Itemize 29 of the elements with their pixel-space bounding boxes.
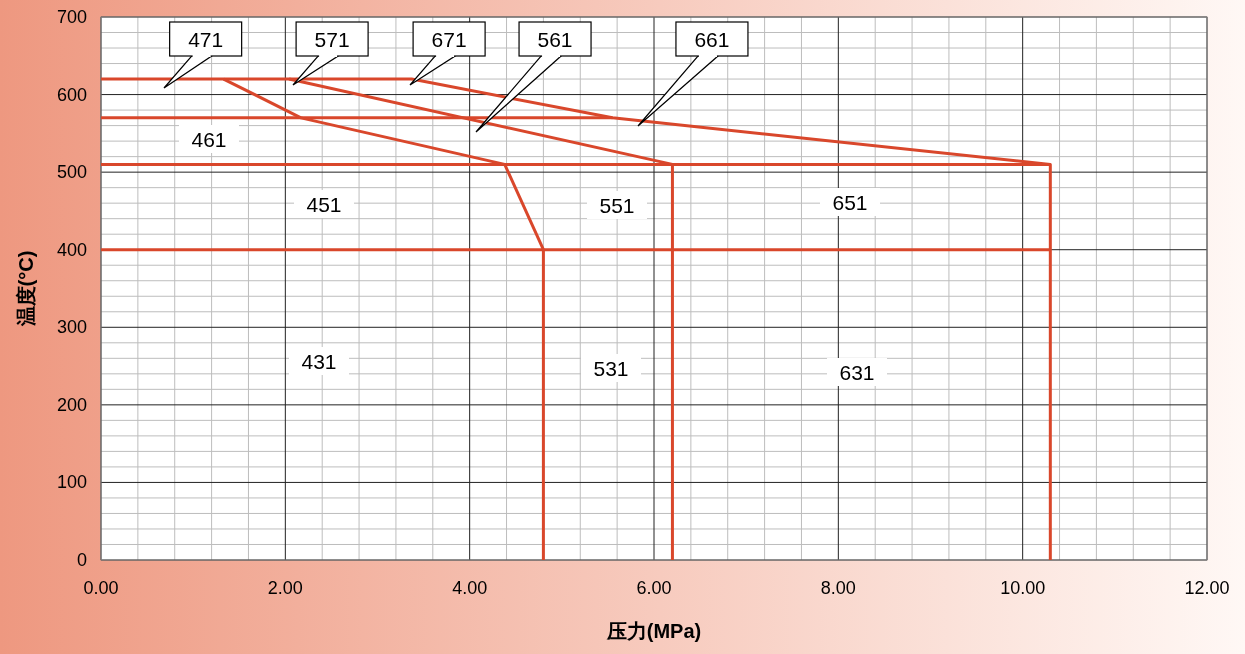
annotation: 531 bbox=[593, 356, 629, 380]
y-axis-title: 温度(°C) bbox=[15, 250, 37, 328]
annotation: 651 bbox=[832, 190, 868, 214]
annotation: 471 bbox=[188, 27, 224, 51]
annotation: 551 bbox=[599, 193, 635, 217]
y-tick-label: 500 bbox=[56, 162, 87, 183]
x-tick-label: 10.00 bbox=[1000, 578, 1046, 598]
y-tick-label: 400 bbox=[56, 239, 87, 260]
annotation: 661 bbox=[694, 27, 730, 51]
x-tick-label: 8.00 bbox=[820, 578, 856, 598]
y-tick-label: 600 bbox=[56, 84, 87, 105]
x-tick-label: 6.00 bbox=[636, 578, 672, 598]
annotation: 571 bbox=[314, 27, 350, 51]
y-tick-label: 100 bbox=[56, 472, 87, 493]
y-tick-label: 0 bbox=[76, 550, 87, 570]
x-tick-label: 2.00 bbox=[267, 578, 303, 598]
annotation: 671 bbox=[431, 27, 467, 51]
annotation: 451 bbox=[306, 192, 342, 216]
y-tick-label: 200 bbox=[56, 394, 87, 415]
annotation: 561 bbox=[537, 27, 573, 51]
annotation: 431 bbox=[301, 349, 337, 373]
x-tick-label: 0.00 bbox=[83, 578, 119, 598]
x-axis-title: 压力(MPa) bbox=[605, 620, 702, 642]
annotation: 461 bbox=[191, 127, 227, 151]
y-tick-label: 700 bbox=[56, 7, 87, 27]
x-tick-label: 4.00 bbox=[452, 578, 488, 598]
y-tick-label: 300 bbox=[56, 317, 87, 338]
x-tick-label: 12.00 bbox=[1184, 578, 1230, 598]
annotation: 631 bbox=[839, 360, 875, 384]
